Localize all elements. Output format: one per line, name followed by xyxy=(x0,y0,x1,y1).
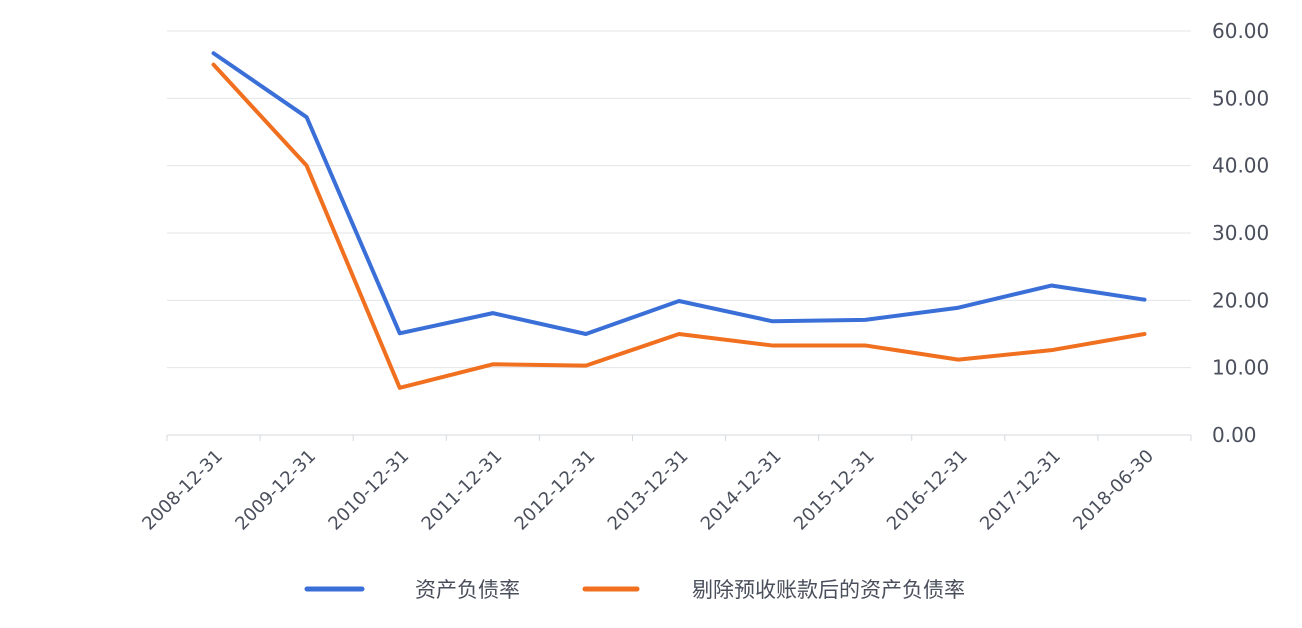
x-axis xyxy=(166,434,1192,441)
y-tick-label-4: 40.00 xyxy=(1212,154,1269,178)
grid-lines xyxy=(167,30,1191,369)
series-line-0 xyxy=(211,51,1147,336)
legend: 资产负债率 剔除预收账款后的资产负债率 xyxy=(304,578,965,602)
y-tick-label-0: 0.00 xyxy=(1212,423,1257,447)
y-tick-label-6: 60.00 xyxy=(1212,19,1269,43)
x-tick-label-6: 2014-12-31 xyxy=(697,446,786,535)
y-tick-label-2: 20.00 xyxy=(1212,288,1269,312)
x-tick-label-1: 2009-12-31 xyxy=(231,446,320,535)
x-tick-label-4: 2012-12-31 xyxy=(511,446,600,535)
x-tick-label-7: 2015-12-31 xyxy=(790,446,879,535)
x-tick-label-0: 2008-12-31 xyxy=(138,446,227,535)
x-tick-label-3: 2011-12-31 xyxy=(418,446,507,535)
x-tick-label-5: 2013-12-31 xyxy=(604,446,693,535)
x-tick-label-9: 2017-12-31 xyxy=(976,446,1065,535)
y-tick-label-1: 10.00 xyxy=(1212,356,1269,380)
series-line-1 xyxy=(211,62,1147,390)
series-lines xyxy=(211,51,1147,390)
legend-label-1: 剔除预收账款后的资产负债率 xyxy=(692,578,965,602)
y-tick-label-5: 50.00 xyxy=(1212,86,1269,110)
x-axis-tick-labels: 2008-12-31 2009-12-31 2010-12-31 2011-12-31… xyxy=(138,446,1158,535)
y-tick-label-3: 30.00 xyxy=(1212,221,1269,245)
x-tick-label-10: 2018-06-30 xyxy=(1069,446,1158,535)
legend-label-0: 资产负债率 xyxy=(415,578,520,602)
x-tick-label-8: 2016-12-31 xyxy=(883,446,972,535)
y-axis-tick-labels: 0.00 10.00 20.00 30.00 40.00 50.00 60.00 xyxy=(1212,19,1269,447)
x-tick-label-2: 2010-12-31 xyxy=(324,446,413,535)
